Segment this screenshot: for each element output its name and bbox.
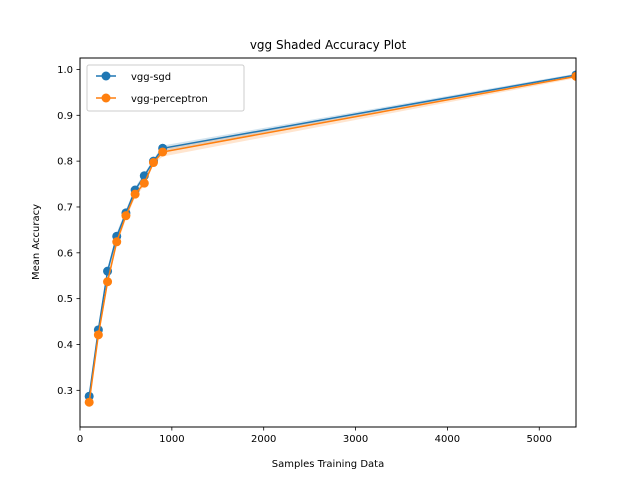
x-tick-label: 4000: [435, 434, 460, 445]
point-vgg-perceptron-5: [130, 189, 140, 199]
point-vgg-perceptron-6: [139, 178, 149, 188]
y-tick-label: 0.5: [57, 294, 73, 305]
legend-label-vgg-perceptron: vgg-perceptron: [131, 94, 208, 105]
x-tick-label: 3000: [343, 434, 368, 445]
y-tick-label: 0.4: [57, 340, 73, 351]
legend-marker-vgg-sgd: [101, 71, 111, 81]
y-tick-label: 0.6: [57, 248, 73, 259]
x-tick-label: 2000: [251, 434, 276, 445]
series-line-vgg-sgd: [88, 74, 576, 397]
legend-box: [86, 64, 245, 112]
chart-title: vgg Shaded Accuracy Plot: [250, 38, 407, 52]
series-line-vgg-perceptron: [88, 75, 576, 403]
point-vgg-perceptron-7: [148, 158, 158, 168]
x-axis: 0 1000 2000 3000 4000 5000: [77, 427, 552, 445]
plot-content: [84, 70, 576, 407]
point-vgg-perceptron-2: [103, 277, 113, 287]
point-vgg-perceptron-3: [112, 237, 122, 247]
y-tick-label: 0.7: [57, 202, 73, 213]
x-axis-label: Samples Training Data: [272, 459, 384, 470]
y-tick-label: 1.0: [57, 65, 73, 76]
point-vgg-perceptron-1: [93, 330, 103, 340]
point-vgg-perceptron-8: [158, 147, 168, 157]
point-vgg-perceptron-4: [121, 211, 131, 221]
x-tick-label: 1000: [159, 434, 184, 445]
y-tick-label: 0.8: [57, 157, 73, 168]
y-tick-label: 0.3: [57, 386, 73, 397]
y-axis: 0.3 0.4 0.5 0.6 0.7 0.8 0.9 1.0: [57, 65, 80, 397]
y-tick-label: 0.9: [57, 111, 73, 122]
point-vgg-perceptron-0: [84, 397, 94, 407]
legend-label-vgg-sgd: vgg-sgd: [131, 72, 171, 83]
legend: vgg-sgd vgg-perceptron: [86, 64, 245, 112]
x-tick-label: 5000: [527, 434, 552, 445]
plot-frame: [79, 57, 577, 428]
legend-marker-vgg-perceptron: [101, 93, 111, 103]
point-vgg-perceptron-9: [571, 71, 576, 81]
y-axis-label: Mean Accuracy: [31, 204, 42, 280]
x-tick-label: 0: [77, 434, 83, 445]
